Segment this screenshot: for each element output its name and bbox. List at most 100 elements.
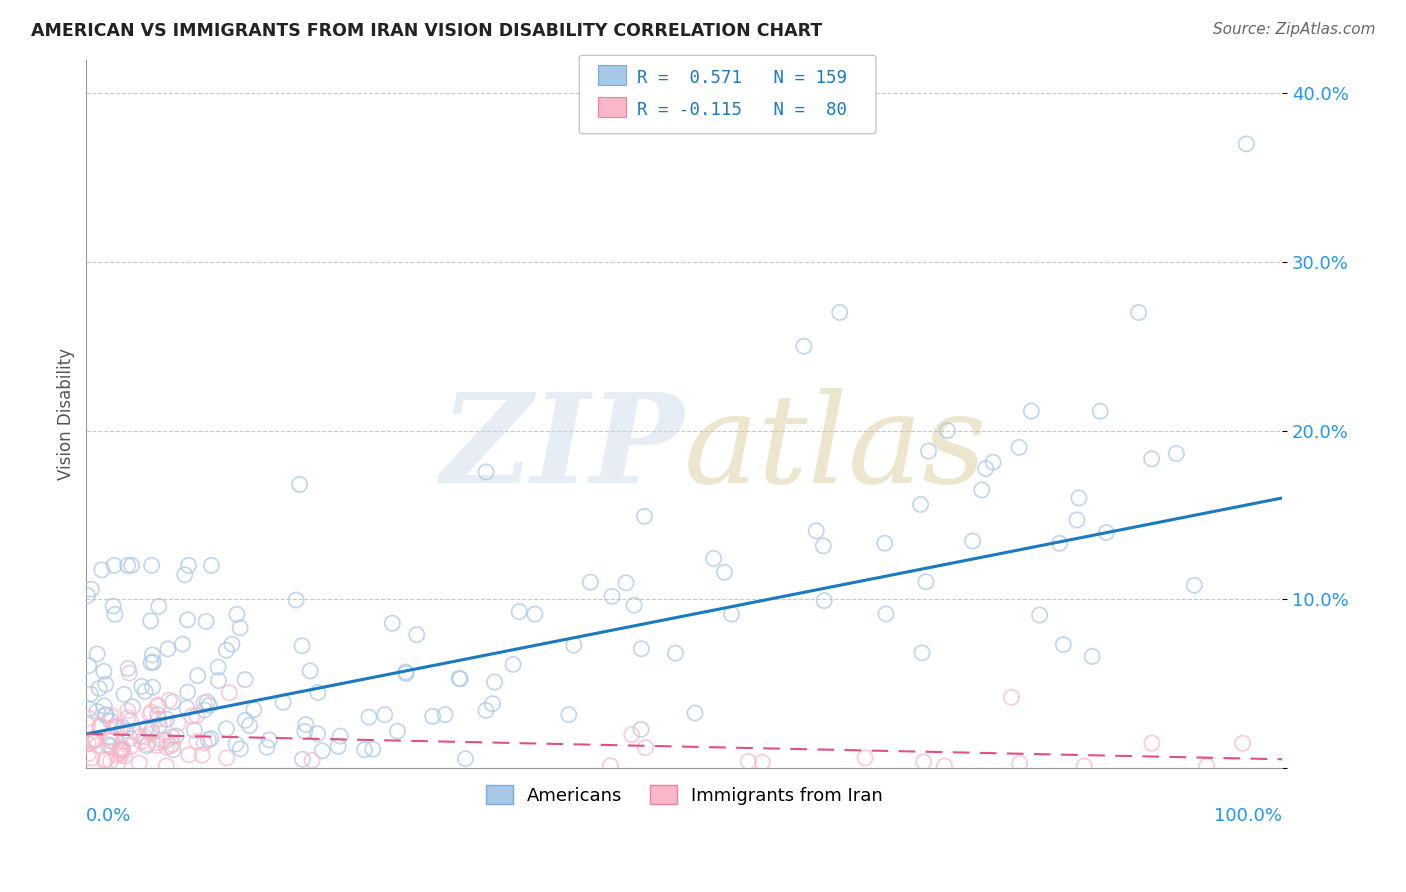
Point bbox=[915, 574, 938, 589]
Point bbox=[101, 599, 124, 613]
Point bbox=[98, 729, 121, 743]
Point bbox=[405, 627, 427, 641]
Point bbox=[1049, 536, 1071, 550]
Point bbox=[357, 710, 380, 724]
Point bbox=[215, 643, 238, 657]
Point bbox=[285, 593, 308, 607]
Point bbox=[101, 733, 124, 747]
Point bbox=[100, 739, 122, 753]
Point bbox=[152, 733, 174, 747]
Point bbox=[259, 733, 281, 747]
Point bbox=[449, 671, 471, 685]
Point bbox=[813, 539, 835, 553]
Point bbox=[135, 721, 157, 735]
Point bbox=[193, 696, 215, 710]
Point bbox=[162, 743, 184, 757]
Point bbox=[77, 658, 100, 673]
Point bbox=[104, 607, 127, 622]
Point bbox=[911, 646, 934, 660]
Point bbox=[238, 718, 260, 732]
Point bbox=[90, 719, 112, 733]
Point bbox=[630, 723, 652, 737]
Point bbox=[162, 695, 184, 709]
Point bbox=[291, 639, 314, 653]
Point bbox=[120, 714, 142, 728]
Point bbox=[165, 729, 187, 743]
Point bbox=[97, 738, 120, 752]
Point bbox=[875, 607, 897, 621]
Point bbox=[77, 747, 100, 761]
Point bbox=[806, 524, 828, 538]
Point bbox=[229, 741, 252, 756]
Point bbox=[475, 465, 498, 479]
Point bbox=[111, 744, 134, 758]
Point bbox=[481, 697, 503, 711]
Point bbox=[218, 686, 240, 700]
Point bbox=[148, 718, 170, 732]
Point bbox=[215, 751, 238, 765]
Point bbox=[873, 536, 896, 550]
Point bbox=[111, 742, 134, 756]
Y-axis label: Vision Disability: Vision Disability bbox=[58, 348, 75, 480]
Point bbox=[129, 730, 152, 744]
Point bbox=[200, 558, 222, 573]
Point bbox=[1140, 736, 1163, 750]
Point bbox=[94, 753, 117, 767]
Point bbox=[751, 756, 773, 770]
Point bbox=[620, 728, 643, 742]
Point bbox=[117, 711, 139, 725]
Point bbox=[96, 707, 118, 722]
Point bbox=[156, 712, 179, 726]
Point bbox=[139, 614, 162, 628]
Point bbox=[155, 759, 177, 773]
Point bbox=[614, 575, 637, 590]
Text: 0.0%: 0.0% bbox=[86, 806, 132, 824]
Point bbox=[1066, 513, 1088, 527]
Point bbox=[502, 657, 524, 672]
Point bbox=[1166, 446, 1188, 460]
Point bbox=[80, 734, 103, 748]
Point bbox=[301, 753, 323, 767]
Point bbox=[141, 558, 163, 573]
Point bbox=[112, 687, 135, 701]
Point bbox=[599, 758, 621, 772]
Point bbox=[917, 444, 939, 458]
Point bbox=[86, 739, 108, 753]
Point bbox=[207, 673, 229, 688]
Point bbox=[172, 637, 194, 651]
Point bbox=[1028, 608, 1050, 623]
Point bbox=[633, 509, 655, 524]
Point bbox=[311, 744, 333, 758]
Point bbox=[93, 698, 115, 713]
Point bbox=[186, 708, 208, 723]
Point bbox=[134, 684, 156, 698]
Point bbox=[434, 707, 457, 722]
Point bbox=[76, 589, 98, 603]
Point bbox=[207, 660, 229, 674]
Point bbox=[579, 575, 602, 590]
Point bbox=[634, 740, 657, 755]
Point bbox=[162, 738, 184, 752]
Point bbox=[145, 739, 167, 753]
Point bbox=[962, 534, 984, 549]
Point bbox=[703, 551, 725, 566]
Point bbox=[243, 703, 266, 717]
Point bbox=[221, 637, 243, 651]
Point bbox=[134, 730, 156, 744]
Point bbox=[93, 665, 115, 679]
Point bbox=[77, 737, 100, 751]
Point bbox=[1021, 404, 1043, 418]
Point bbox=[146, 698, 169, 713]
Point bbox=[381, 616, 404, 631]
Point bbox=[387, 724, 409, 739]
Point bbox=[1195, 759, 1218, 773]
Point bbox=[623, 598, 645, 612]
Point bbox=[191, 748, 214, 763]
Point bbox=[86, 647, 108, 661]
Point bbox=[118, 666, 141, 681]
Point bbox=[1182, 578, 1205, 592]
Point bbox=[1088, 404, 1111, 418]
Point bbox=[288, 477, 311, 491]
Point bbox=[215, 722, 238, 736]
Point bbox=[910, 498, 932, 512]
